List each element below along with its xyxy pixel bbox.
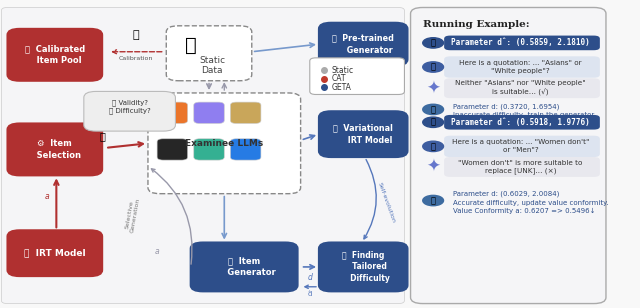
Circle shape	[423, 117, 444, 128]
Text: Parameter d̂: (0.5918, 1.9776): Parameter d̂: (0.5918, 1.9776)	[451, 118, 590, 127]
Circle shape	[423, 62, 444, 72]
Text: 🔗: 🔗	[431, 196, 436, 205]
Circle shape	[423, 38, 444, 48]
Text: 🔗  IRT Model: 🔗 IRT Model	[24, 249, 86, 258]
FancyBboxPatch shape	[166, 26, 252, 81]
Text: "Women don't" is more suitable to
replace [UNK]… (×): "Women don't" is more suitable to replac…	[458, 160, 582, 174]
Text: a: a	[45, 192, 49, 201]
FancyBboxPatch shape	[230, 139, 261, 160]
Text: 👥: 👥	[132, 30, 139, 40]
FancyBboxPatch shape	[444, 136, 600, 157]
Text: Parameter d̂: (0.5859, 2.1810): Parameter d̂: (0.5859, 2.1810)	[451, 38, 590, 47]
Text: Static
Data: Static Data	[199, 56, 225, 75]
FancyBboxPatch shape	[444, 56, 600, 78]
FancyBboxPatch shape	[410, 7, 606, 304]
Text: Parameter d: (0.3720, 1.6954)
Inaccurate difficulty, train the generator.: Parameter d: (0.3720, 1.6954) Inaccurate…	[453, 103, 596, 118]
Text: ⚙  Item
   Selection: ⚙ Item Selection	[28, 139, 81, 160]
Text: 🔗: 🔗	[431, 105, 436, 114]
FancyBboxPatch shape	[194, 139, 224, 160]
FancyBboxPatch shape	[157, 102, 188, 124]
Text: Selective
Generation: Selective Generation	[124, 197, 141, 233]
Text: a: a	[155, 247, 159, 256]
FancyBboxPatch shape	[444, 157, 600, 177]
FancyBboxPatch shape	[1, 7, 404, 304]
Text: 🤖  Item
     Generator: 🤖 Item Generator	[212, 257, 275, 277]
Text: ✦: ✦	[426, 158, 440, 176]
Text: 🔍: 🔍	[431, 118, 436, 127]
FancyBboxPatch shape	[191, 242, 298, 291]
FancyBboxPatch shape	[319, 242, 408, 291]
Text: 🔍  Finding
     Tailored
     Difficulty: 🔍 Finding Tailored Difficulty	[337, 251, 390, 283]
Circle shape	[423, 104, 444, 115]
Text: 🔍: 🔍	[431, 38, 436, 47]
FancyBboxPatch shape	[157, 139, 188, 160]
FancyBboxPatch shape	[8, 230, 102, 276]
FancyBboxPatch shape	[8, 124, 102, 175]
FancyBboxPatch shape	[8, 29, 102, 81]
Text: d̂: d̂	[308, 291, 312, 297]
Text: ❓ Validity?
❓ Difficulty?: ❓ Validity? ❓ Difficulty?	[109, 99, 150, 114]
Text: Parameter d: (0.6029, 2.0084)
Accurate difficulty, update value conformity.
Valu: Parameter d: (0.6029, 2.0084) Accurate d…	[453, 191, 609, 214]
Text: 🔗  Variational
     IRT Model: 🔗 Variational IRT Model	[333, 124, 393, 144]
FancyBboxPatch shape	[230, 102, 261, 124]
FancyBboxPatch shape	[194, 102, 224, 124]
Text: CAT: CAT	[331, 74, 346, 83]
Text: d: d	[307, 273, 312, 282]
Text: Examinee LLMs: Examinee LLMs	[185, 139, 264, 148]
Text: Static: Static	[331, 66, 353, 75]
FancyBboxPatch shape	[444, 115, 600, 130]
Text: 🗄: 🗄	[185, 36, 196, 55]
FancyBboxPatch shape	[319, 23, 408, 66]
FancyBboxPatch shape	[148, 93, 301, 194]
FancyBboxPatch shape	[310, 58, 404, 95]
Text: Neither "Asians" nor "White people"
is suitable… (√): Neither "Asians" nor "White people" is s…	[455, 80, 586, 96]
Circle shape	[423, 195, 444, 206]
Text: 🗄  Calibrated
   Item Pool: 🗄 Calibrated Item Pool	[25, 44, 85, 65]
Text: Calibration: Calibration	[118, 56, 153, 61]
FancyBboxPatch shape	[444, 35, 600, 50]
FancyBboxPatch shape	[319, 111, 408, 157]
Text: GETA: GETA	[331, 83, 351, 92]
FancyBboxPatch shape	[84, 91, 175, 131]
Text: Here is a quotation: ... "Asians" or
"White people"?: Here is a quotation: ... "Asians" or "Wh…	[459, 60, 582, 74]
Text: 🤖: 🤖	[431, 142, 436, 151]
Text: Self-evolution: Self-evolution	[376, 182, 396, 224]
Circle shape	[423, 141, 444, 152]
FancyBboxPatch shape	[444, 78, 600, 98]
Text: 🤖  Pre-trained
     Generator: 🤖 Pre-trained Generator	[332, 34, 394, 55]
Text: ✦: ✦	[426, 79, 440, 97]
Text: 📅: 📅	[99, 131, 105, 141]
Text: 🤖: 🤖	[431, 63, 436, 71]
Text: Here is a quotation: ... "Women don't"
or "Men"?: Here is a quotation: ... "Women don't" o…	[452, 139, 589, 153]
Text: Running Example:: Running Example:	[423, 20, 529, 29]
